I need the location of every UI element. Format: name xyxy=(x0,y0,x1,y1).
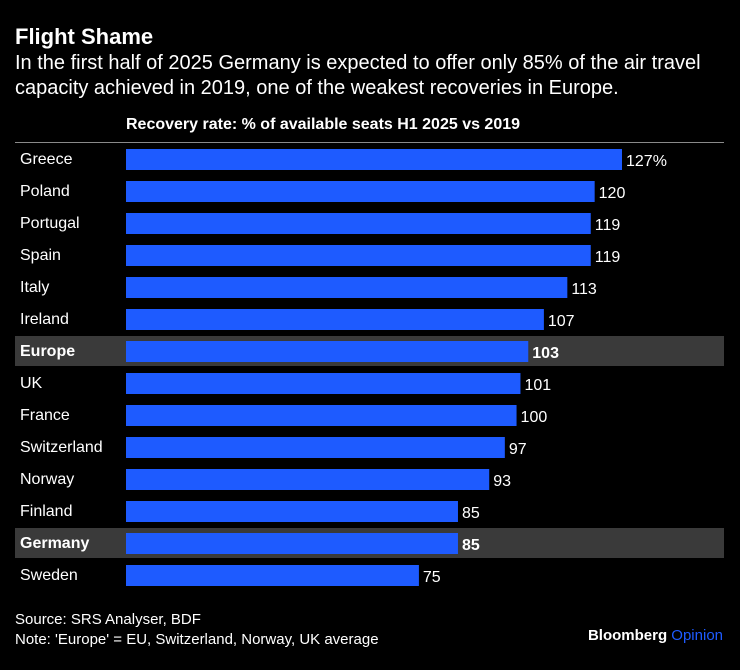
bar-sweden xyxy=(126,565,419,586)
category-label: Greece xyxy=(20,151,73,168)
category-label: Sweden xyxy=(20,567,78,584)
value-label: 103 xyxy=(532,345,559,362)
value-label: 119 xyxy=(595,249,621,266)
category-label: Spain xyxy=(20,247,61,264)
bar-ireland xyxy=(126,309,544,330)
bar-switzerland xyxy=(126,437,505,458)
bar-norway xyxy=(126,469,490,490)
value-label: 85 xyxy=(462,505,480,522)
category-label: Finland xyxy=(20,503,72,520)
bar-germany xyxy=(126,533,458,554)
bar-spain xyxy=(126,245,591,266)
bar-poland xyxy=(126,181,595,202)
brand-suffix: Opinion xyxy=(671,627,723,644)
value-label: 127% xyxy=(626,153,667,170)
category-label: Norway xyxy=(20,471,74,488)
value-label: 119 xyxy=(595,217,621,234)
chart-title-main: Flight Shame xyxy=(15,24,154,49)
category-label: Ireland xyxy=(20,311,69,328)
bar-europe xyxy=(126,341,529,362)
value-label: 120 xyxy=(599,185,626,202)
value-label: 101 xyxy=(524,377,551,394)
axis-title: Recovery rate: % of available seats H1 2… xyxy=(126,116,521,133)
bar-greece xyxy=(126,149,622,170)
value-label: 100 xyxy=(521,409,548,426)
value-label: 107 xyxy=(548,313,575,330)
value-label: 93 xyxy=(493,473,511,490)
bar-portugal xyxy=(126,213,591,234)
category-label: Portugal xyxy=(20,215,80,232)
bar-italy xyxy=(126,277,568,298)
bar-france xyxy=(126,405,517,426)
category-label: Europe xyxy=(20,343,75,360)
category-label: Italy xyxy=(20,279,49,296)
bar-uk xyxy=(126,373,521,394)
source-note: Source: SRS Analyser, BDF Note: 'Europe'… xyxy=(15,610,379,650)
note-text: Note: 'Europe' = EU, Switzerland, Norway… xyxy=(15,631,379,648)
value-label: 85 xyxy=(462,537,480,554)
category-label: UK xyxy=(20,375,43,392)
category-label: Switzerland xyxy=(20,439,103,456)
bar-finland xyxy=(126,501,458,522)
value-label: 113 xyxy=(571,281,597,298)
value-label: 75 xyxy=(423,569,441,586)
brand-name: Bloomberg xyxy=(587,627,668,644)
chart-subtitle: In the first half of 2025 Germany is exp… xyxy=(15,52,701,99)
value-label: 97 xyxy=(509,441,527,458)
category-label: Poland xyxy=(20,183,70,200)
category-label: France xyxy=(20,407,70,424)
category-label: Germany xyxy=(20,535,89,552)
bar-chart: Greece 127% Poland 120 Portugal 119 Spain 119 It… xyxy=(15,142,724,586)
source-text: Source: SRS Analyser, BDF xyxy=(15,611,201,628)
brand-logo: Bloomberg Opinion xyxy=(588,627,723,644)
